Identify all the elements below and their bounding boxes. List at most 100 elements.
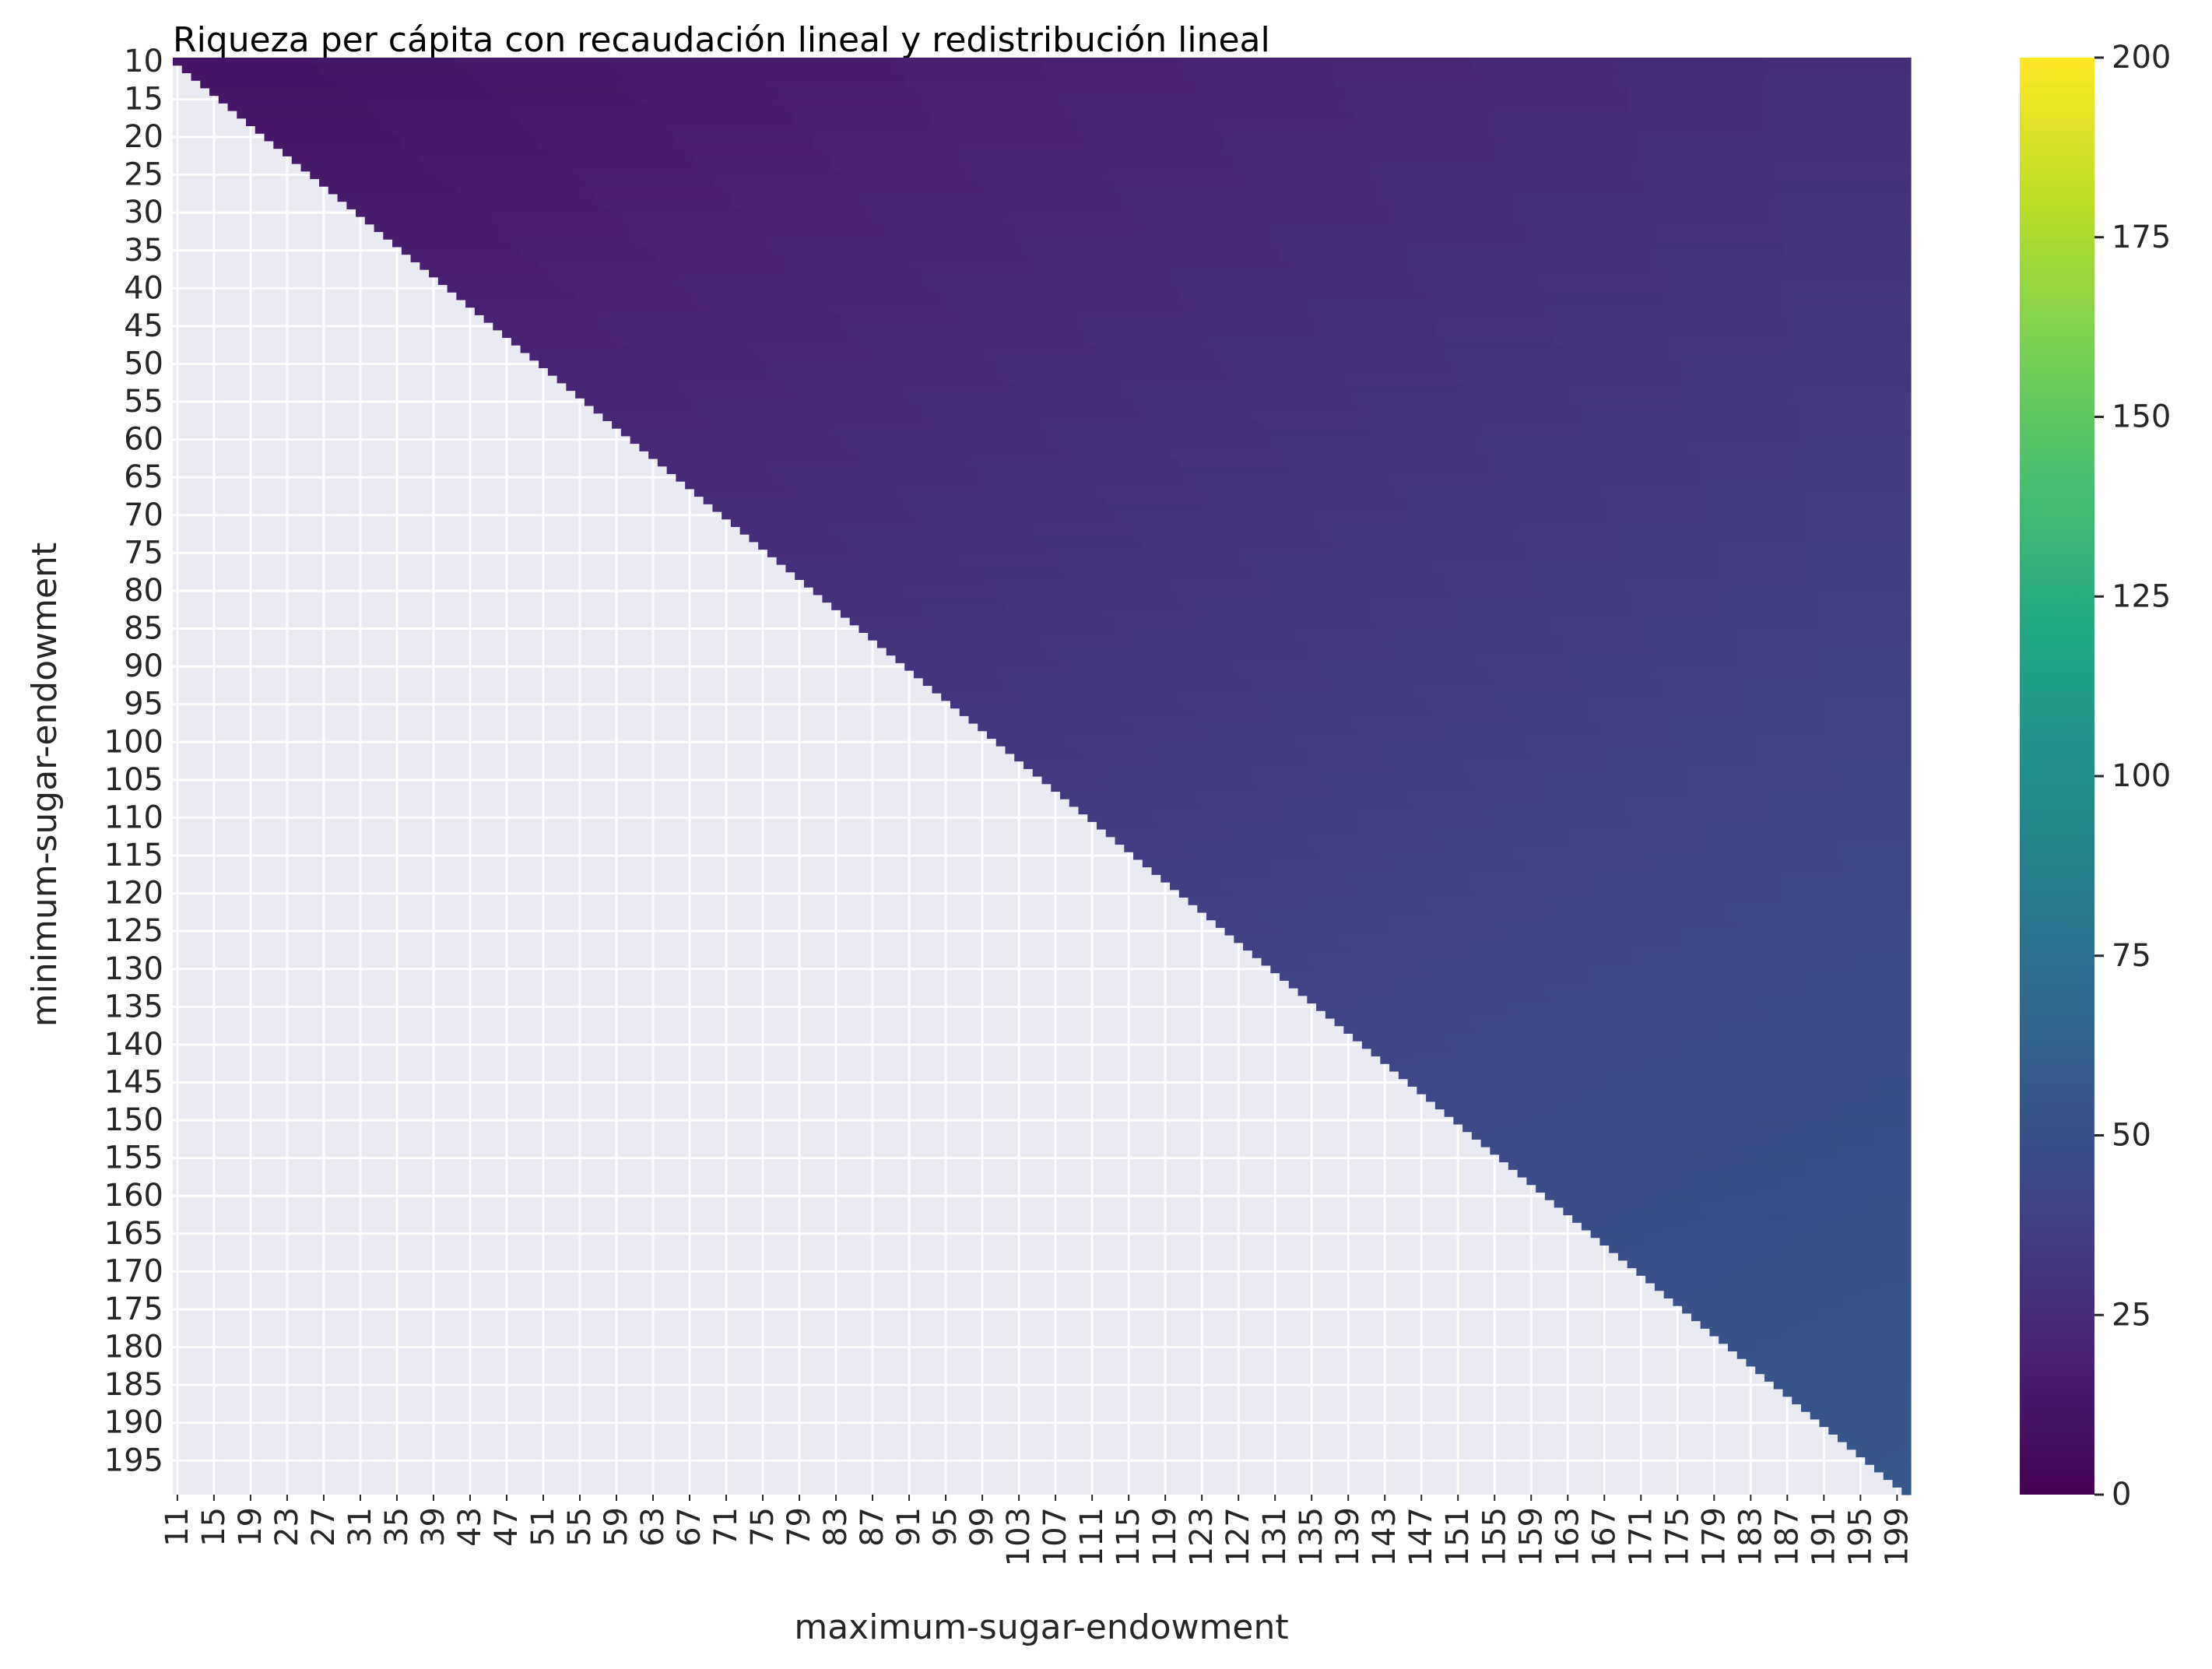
heatmap-cell bbox=[1800, 965, 1857, 974]
heatmap-cell bbox=[1499, 481, 1601, 490]
heatmap-cell bbox=[1224, 526, 1326, 535]
heatmap-cell bbox=[904, 594, 997, 603]
heatmap-cell bbox=[1736, 1207, 1765, 1216]
heatmap-cell bbox=[1792, 1101, 1829, 1110]
heatmap-cell bbox=[1462, 1094, 1500, 1102]
heatmap-cell bbox=[959, 708, 1034, 716]
heatmap-cell bbox=[1645, 209, 1775, 217]
heatmap-cell bbox=[493, 322, 603, 331]
heatmap-cell bbox=[1700, 1237, 1729, 1246]
heatmap-cell bbox=[1115, 367, 1226, 376]
heatmap-cell bbox=[1032, 708, 1116, 716]
heatmap-cell bbox=[1426, 307, 1546, 315]
heatmap-cell bbox=[1700, 821, 1775, 830]
heatmap-cell bbox=[1700, 1078, 1738, 1087]
heatmap-cell bbox=[1782, 231, 1912, 240]
heatmap-cell bbox=[1792, 329, 1912, 339]
heatmap-cell bbox=[1727, 1275, 1756, 1284]
heatmap-cell bbox=[1691, 1260, 1719, 1269]
heatmap-cell bbox=[1846, 1214, 1875, 1223]
heatmap-cell bbox=[1307, 496, 1409, 504]
heatmap-cell bbox=[1865, 1094, 1912, 1102]
heatmap-cell bbox=[1105, 504, 1207, 512]
heatmap-cell bbox=[968, 647, 1052, 656]
heatmap-cell bbox=[1837, 1161, 1875, 1170]
heatmap-cell bbox=[1746, 950, 1802, 958]
y-tick-label: 95 bbox=[124, 687, 163, 722]
heatmap-cell bbox=[950, 307, 1070, 315]
heatmap-cell bbox=[1654, 859, 1719, 868]
heatmap-cell bbox=[1508, 1003, 1564, 1011]
heatmap-cell bbox=[1526, 1025, 1573, 1034]
heatmap-cell bbox=[932, 685, 1006, 694]
heatmap-cell bbox=[785, 382, 897, 392]
heatmap-cell bbox=[1736, 640, 1821, 648]
heatmap-cell bbox=[1810, 1404, 1821, 1412]
heatmap-cell bbox=[995, 201, 1125, 209]
x-axis-label: maximum-sugar-endowment bbox=[794, 1608, 1288, 1647]
heatmap-cell bbox=[1288, 980, 1336, 989]
heatmap-cell bbox=[1663, 1086, 1701, 1095]
heatmap-cell bbox=[1709, 518, 1811, 527]
heatmap-cell bbox=[1810, 1184, 1848, 1193]
heatmap-cell bbox=[1353, 390, 1463, 399]
heatmap-cell bbox=[1673, 905, 1729, 913]
heatmap-cell bbox=[1590, 435, 1692, 444]
heatmap-cell bbox=[1536, 276, 1665, 286]
heatmap-cell bbox=[767, 360, 878, 368]
heatmap-cell bbox=[1215, 125, 1354, 134]
heatmap-cell bbox=[1051, 647, 1143, 656]
heatmap-cell bbox=[941, 428, 1052, 437]
heatmap-cell bbox=[876, 473, 978, 482]
heatmap-cell bbox=[456, 292, 576, 300]
heatmap-cell bbox=[1361, 148, 1500, 156]
heatmap-cell bbox=[1060, 95, 1198, 104]
heatmap-cell bbox=[1334, 677, 1417, 687]
heatmap-cell bbox=[1819, 1343, 1829, 1351]
heatmap-cell bbox=[1736, 1328, 1756, 1337]
heatmap-cell bbox=[1316, 761, 1390, 769]
heatmap-cell bbox=[1252, 844, 1317, 852]
heatmap-cell bbox=[465, 65, 613, 74]
x-tick-label: 47 bbox=[489, 1507, 525, 1547]
heatmap-cell bbox=[1846, 1411, 1857, 1420]
heatmap-cell bbox=[1856, 1388, 1866, 1397]
heatmap-cell bbox=[1142, 655, 1234, 663]
heatmap-cell bbox=[840, 314, 960, 323]
heatmap-cell bbox=[1426, 813, 1500, 822]
heatmap-cell bbox=[1343, 557, 1436, 565]
heatmap-cell bbox=[1224, 813, 1290, 822]
heatmap-cell bbox=[1709, 1298, 1729, 1306]
heatmap-cell bbox=[1837, 1351, 1848, 1359]
heatmap-cell bbox=[1508, 1101, 1555, 1110]
heatmap-cell bbox=[1792, 905, 1848, 913]
heatmap-cell bbox=[511, 337, 622, 346]
heatmap-cell bbox=[1846, 942, 1912, 951]
heatmap-cell bbox=[1334, 549, 1427, 557]
heatmap-cell bbox=[1361, 587, 1454, 596]
heatmap-cell bbox=[1810, 526, 1912, 535]
heatmap-cell bbox=[1380, 443, 1482, 452]
heatmap-cell bbox=[1234, 889, 1299, 898]
heatmap-cell bbox=[1316, 905, 1372, 913]
heatmap-cell bbox=[1160, 669, 1244, 679]
y-tick-label: 55 bbox=[124, 384, 163, 420]
heatmap-cell bbox=[1746, 1335, 1765, 1344]
heatmap-cell bbox=[1434, 912, 1500, 921]
heatmap-cell bbox=[1709, 829, 1775, 838]
heatmap-cell bbox=[1883, 1396, 1894, 1405]
heatmap-cell bbox=[703, 163, 832, 172]
heatmap-cell bbox=[1517, 1063, 1564, 1072]
heatmap-cell bbox=[1215, 118, 1354, 127]
heatmap-cell bbox=[1389, 473, 1500, 482]
heatmap-cell bbox=[1792, 1381, 1802, 1390]
heatmap-cell bbox=[1719, 541, 1811, 550]
heatmap-cell bbox=[1343, 564, 1436, 573]
heatmap-cell bbox=[1773, 813, 1838, 822]
heatmap-cell bbox=[1691, 1070, 1738, 1080]
heatmap-cell bbox=[1307, 504, 1409, 512]
heatmap-cell bbox=[1563, 1070, 1610, 1080]
heatmap-cell bbox=[1280, 715, 1354, 724]
heatmap-cell bbox=[1700, 1094, 1747, 1102]
heatmap-cell bbox=[1654, 1267, 1683, 1276]
